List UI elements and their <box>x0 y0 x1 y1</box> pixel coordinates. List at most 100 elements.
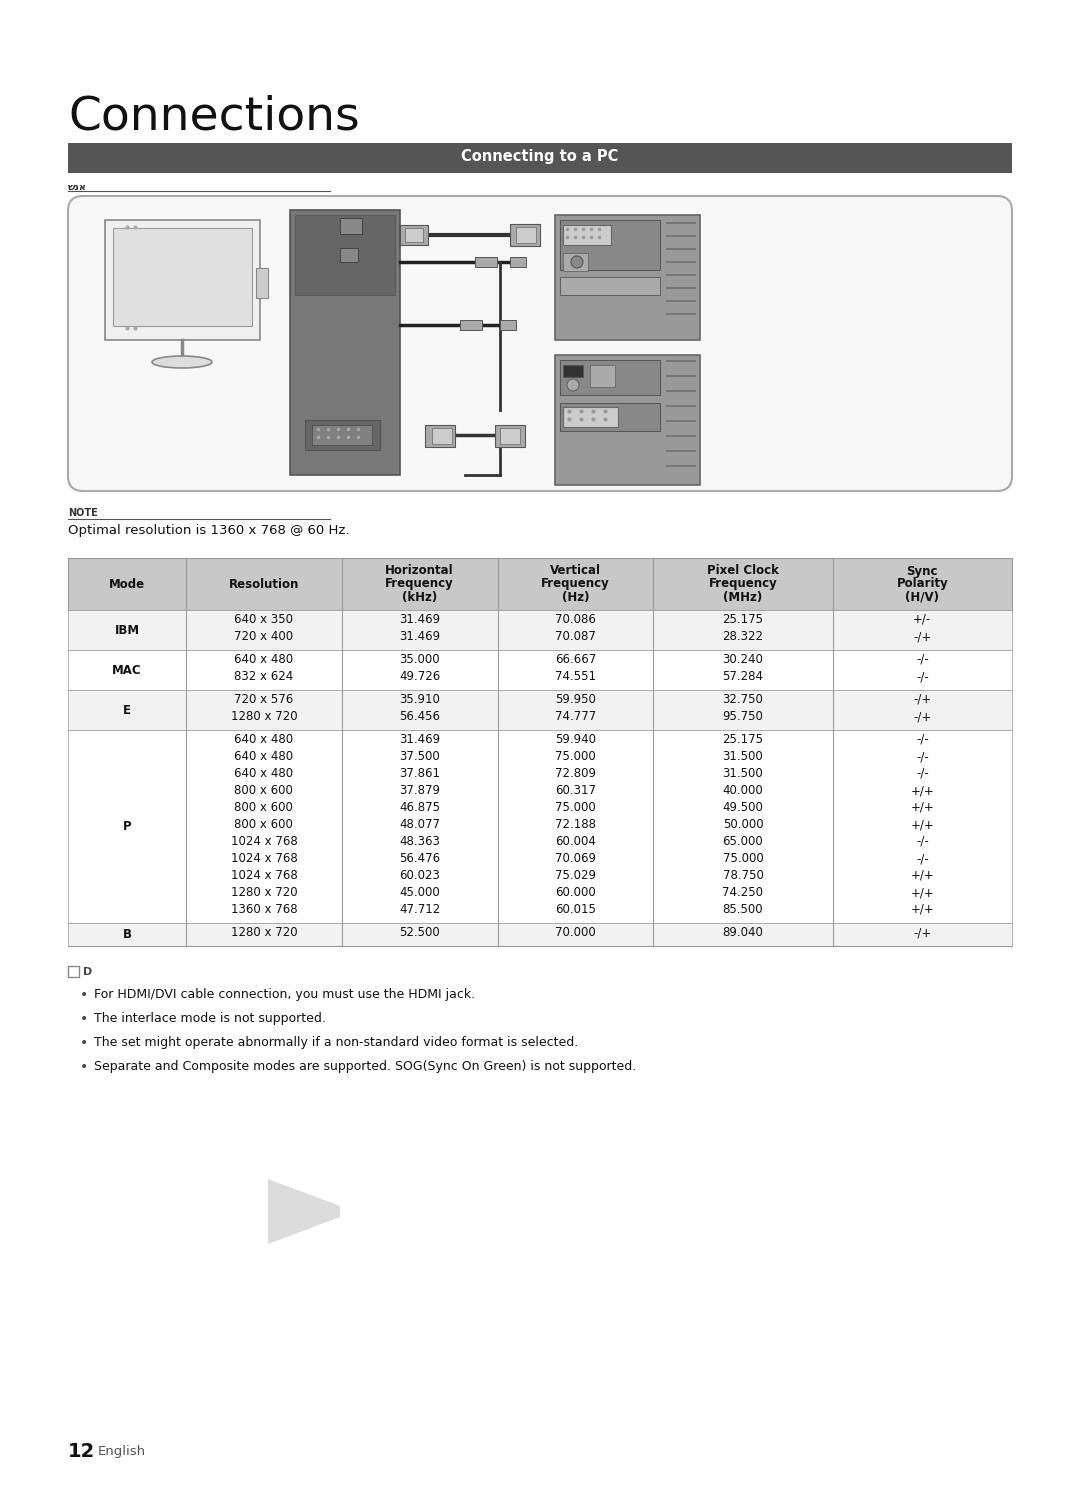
Bar <box>475 257 497 267</box>
Text: 59.950: 59.950 <box>555 693 596 707</box>
Text: 1360 x 768: 1360 x 768 <box>230 902 297 916</box>
Bar <box>500 320 516 330</box>
Text: 28.322: 28.322 <box>723 630 764 642</box>
Text: 31.469: 31.469 <box>400 630 441 642</box>
Text: 1024 x 768: 1024 x 768 <box>230 870 297 881</box>
Bar <box>68 557 1012 610</box>
Bar <box>68 923 1012 946</box>
Text: Frequency: Frequency <box>708 578 778 590</box>
Text: Pixel Clock: Pixel Clock <box>707 565 779 578</box>
Bar <box>426 424 455 447</box>
Text: Connecting to a PC: Connecting to a PC <box>461 149 619 164</box>
Bar <box>555 356 700 486</box>
Text: -/-: -/- <box>916 852 929 865</box>
Text: 46.875: 46.875 <box>400 801 441 814</box>
Text: Sync: Sync <box>906 565 939 578</box>
Text: 32.750: 32.750 <box>723 693 764 707</box>
Text: (Hz): (Hz) <box>562 590 590 604</box>
Text: 70.069: 70.069 <box>555 852 596 865</box>
Text: 12: 12 <box>68 1442 95 1461</box>
Text: +/-: +/- <box>914 613 931 626</box>
Circle shape <box>571 255 583 267</box>
Bar <box>495 424 525 447</box>
Bar <box>563 365 583 376</box>
Text: 35.910: 35.910 <box>400 693 440 707</box>
Polygon shape <box>268 1179 340 1245</box>
Text: (kHz): (kHz) <box>402 590 437 604</box>
Text: 89.040: 89.040 <box>723 926 764 940</box>
Bar <box>68 690 1012 731</box>
Bar <box>405 229 423 242</box>
Bar <box>516 227 536 244</box>
Text: 1280 x 720: 1280 x 720 <box>230 926 297 940</box>
Text: The set might operate abnormally if a non-standard video format is selected.: The set might operate abnormally if a no… <box>94 1035 578 1049</box>
Text: 800 x 600: 800 x 600 <box>234 784 294 796</box>
Bar <box>256 267 268 297</box>
Text: 640 x 480: 640 x 480 <box>234 734 294 746</box>
Bar <box>113 229 252 326</box>
Text: -/-: -/- <box>916 766 929 780</box>
Bar <box>555 215 700 341</box>
Bar <box>510 224 540 247</box>
Text: Optimal resolution is 1360 x 768 @ 60 Hz.: Optimal resolution is 1360 x 768 @ 60 Hz… <box>68 524 350 536</box>
Text: Resolution: Resolution <box>229 578 299 590</box>
Bar <box>68 610 1012 650</box>
Bar <box>561 360 660 394</box>
Text: •: • <box>80 1035 89 1050</box>
Bar <box>340 248 357 261</box>
Text: 75.029: 75.029 <box>555 870 596 881</box>
Text: 75.000: 75.000 <box>723 852 764 865</box>
Text: 31.500: 31.500 <box>723 750 764 763</box>
Text: 85.500: 85.500 <box>723 902 764 916</box>
Text: 65.000: 65.000 <box>723 835 764 849</box>
Bar <box>510 257 526 267</box>
Text: 66.667: 66.667 <box>555 653 596 666</box>
Bar <box>340 218 362 235</box>
Text: 720 x 576: 720 x 576 <box>234 693 294 707</box>
Text: 31.469: 31.469 <box>400 734 441 746</box>
Text: 1024 x 768: 1024 x 768 <box>230 852 297 865</box>
Text: -/-: -/- <box>916 669 929 683</box>
Text: -/-: -/- <box>916 734 929 746</box>
Text: Polarity: Polarity <box>896 578 948 590</box>
Bar <box>561 220 660 270</box>
Bar <box>590 365 615 387</box>
Ellipse shape <box>152 356 212 368</box>
Bar <box>312 424 372 445</box>
Text: HDMI: HDMI <box>300 220 321 226</box>
Text: PC IN: PC IN <box>298 279 314 285</box>
Bar <box>563 252 588 270</box>
Text: 37.500: 37.500 <box>400 750 440 763</box>
Bar <box>563 406 618 427</box>
Bar <box>400 226 428 245</box>
Text: AUDIO IN: AUDIO IN <box>298 258 327 263</box>
Text: For HDMI/DVI cable connection, you must use the HDMI jack.: For HDMI/DVI cable connection, you must … <box>94 988 475 1001</box>
Text: 59.940: 59.940 <box>555 734 596 746</box>
Text: -/-: -/- <box>916 835 929 849</box>
Text: 75.000: 75.000 <box>555 750 596 763</box>
Text: 800 x 600: 800 x 600 <box>234 819 294 831</box>
Text: 56.476: 56.476 <box>400 852 441 865</box>
Text: 48.363: 48.363 <box>400 835 440 849</box>
Text: 50.000: 50.000 <box>723 819 764 831</box>
Text: 78.750: 78.750 <box>723 870 764 881</box>
Text: 720 x 400: 720 x 400 <box>234 630 294 642</box>
Text: 640 x 480: 640 x 480 <box>234 750 294 763</box>
Text: -/+: -/+ <box>914 926 931 940</box>
Text: 37.879: 37.879 <box>400 784 441 796</box>
Text: -/-: -/- <box>916 750 929 763</box>
Text: Frequency: Frequency <box>386 578 454 590</box>
Text: +/+: +/+ <box>910 902 934 916</box>
Text: D: D <box>83 967 92 977</box>
Text: 60.317: 60.317 <box>555 784 596 796</box>
Bar <box>561 403 660 430</box>
Bar <box>68 731 1012 923</box>
Text: 52.500: 52.500 <box>400 926 440 940</box>
Text: 640 x 350: 640 x 350 <box>234 613 294 626</box>
Text: E: E <box>123 704 131 717</box>
FancyBboxPatch shape <box>68 196 1012 492</box>
Text: PC/DVI: PC/DVI <box>298 252 319 257</box>
Text: 49.726: 49.726 <box>399 669 441 683</box>
Text: 60.023: 60.023 <box>400 870 440 881</box>
Text: •: • <box>80 1061 89 1074</box>
